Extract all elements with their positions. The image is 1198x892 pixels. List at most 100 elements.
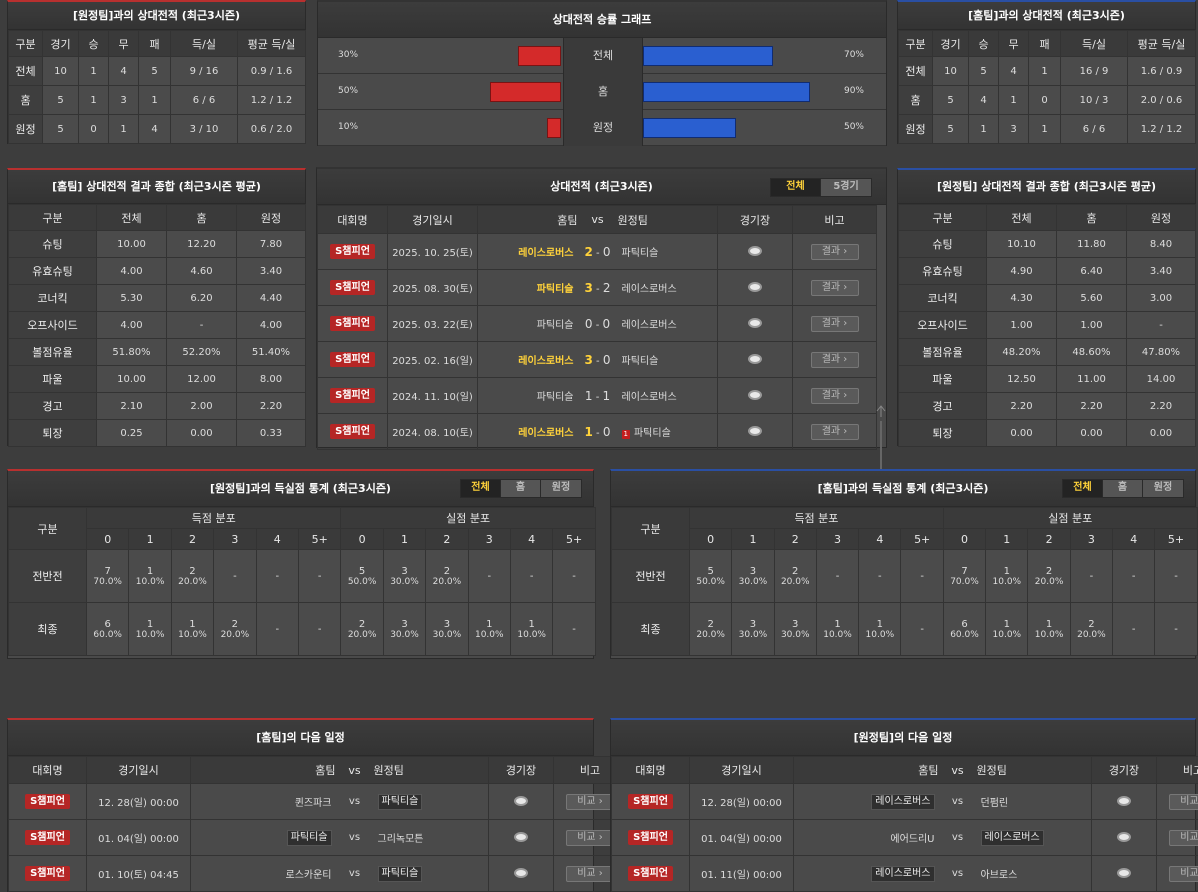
league-badge[interactable]: S챔피언: [628, 866, 673, 881]
stadium-icon[interactable]: [748, 390, 762, 400]
stadium-icon[interactable]: [514, 832, 528, 842]
away-team[interactable]: 레이스로버스: [621, 320, 677, 331]
league-badge[interactable]: S챔피언: [25, 794, 70, 809]
match-row[interactable]: S챔피언 2024. 11. 10(일) 파틱티슬 1 - 1 레이스로버스 결과 ›: [317, 377, 877, 414]
count: 2: [792, 565, 799, 577]
match-row[interactable]: S챔피언 2025. 10. 25(토) 레이스로버스 2 - 0 파틱티슬 결과 ›: [317, 233, 877, 270]
away-team[interactable]: 파틱티슬: [377, 865, 423, 882]
left-bar: [489, 82, 561, 102]
result-button[interactable]: 결과 ›: [810, 315, 859, 332]
tab-2[interactable]: 5경기: [821, 179, 871, 196]
home-team[interactable]: 레이스로버스: [477, 341, 578, 378]
home-team[interactable]: 퀸즈파크: [294, 798, 332, 809]
count: 3: [749, 565, 757, 577]
away-team[interactable]: 레이스로버스: [980, 829, 1044, 846]
league-badge[interactable]: S챔피언: [628, 830, 673, 845]
away-team[interactable]: 던펌린: [980, 798, 1009, 809]
away-team[interactable]: 파틱티슬: [633, 428, 671, 439]
stadium-icon[interactable]: [1117, 796, 1131, 806]
stadium-cell: [717, 305, 793, 342]
stadium-icon[interactable]: [748, 354, 762, 364]
home-team[interactable]: 에어드리U: [890, 834, 935, 845]
compare-button[interactable]: 비교 ›: [1169, 865, 1198, 882]
match-row[interactable]: S챔피언 2024. 08. 10(토) 레이스로버스 1 - 0 1 파틱티슬 결과 ›: [317, 413, 877, 450]
score-separator: -: [592, 247, 603, 259]
result-button[interactable]: 결과 ›: [810, 243, 859, 260]
stadium-icon[interactable]: [1117, 868, 1131, 878]
stadium-icon[interactable]: [514, 868, 528, 878]
match-row[interactable]: S챔피언 2025. 02. 16(일) 레이스로버스 3 - 0 파틱티슬 결과 ›: [317, 341, 877, 378]
league-badge[interactable]: S챔피언: [330, 244, 375, 259]
stadium-icon[interactable]: [748, 426, 762, 436]
result-button[interactable]: 결과 ›: [810, 351, 859, 368]
away-team[interactable]: 레이스로버스: [621, 392, 677, 403]
away-team[interactable]: 레이스로버스: [621, 284, 677, 295]
away-team[interactable]: 아브로스: [980, 870, 1018, 881]
table-row: 전반전 5 50.0% 3 30.0% 2 20.0% - - -7 70.0% 1 10.0% 2 20.…: [611, 549, 1198, 603]
compare-button[interactable]: 비교 ›: [1169, 793, 1198, 810]
compare-button[interactable]: 비교 ›: [566, 793, 614, 810]
tab-1[interactable]: 전체: [1063, 480, 1103, 497]
tab-2[interactable]: 홈: [501, 480, 541, 497]
match-row[interactable]: S챔피언 2025. 03. 22(토) 파틱티슬 0 - 0 레이스로버스 결과 ›: [317, 305, 877, 342]
stadium-icon[interactable]: [748, 282, 762, 292]
compare-button[interactable]: 비교 ›: [566, 865, 614, 882]
distribution-cell: 1 10.0%: [985, 602, 1029, 656]
league-badge[interactable]: S챔피언: [330, 424, 375, 439]
home-team[interactable]: 레이스로버스: [871, 865, 935, 882]
cell-value: 5.30: [96, 284, 167, 312]
home-team[interactable]: 파틱티슬: [477, 269, 578, 306]
league-badge[interactable]: S챔피언: [25, 866, 70, 881]
home-team[interactable]: 파틱티슬: [477, 305, 578, 342]
schedule-row[interactable]: S챔피언 12. 28(일) 00:00 퀸즈파크 vs 파틱티슬 비교 ›: [8, 783, 627, 820]
stadium-icon[interactable]: [748, 318, 762, 328]
away-team[interactable]: 파틱티슬: [377, 793, 423, 810]
stadium-icon[interactable]: [748, 246, 762, 256]
count: 1: [486, 618, 493, 630]
stadium-icon[interactable]: [1117, 832, 1131, 842]
compare-button[interactable]: 비교 ›: [566, 829, 614, 846]
home-team[interactable]: 로스카운티: [285, 870, 332, 881]
result-button[interactable]: 결과 ›: [810, 387, 859, 404]
distribution-cell: -: [1069, 549, 1114, 603]
percent: 50.0%: [696, 576, 725, 587]
league-badge[interactable]: S챔피언: [330, 316, 375, 331]
league-badge[interactable]: S챔피언: [330, 352, 375, 367]
home-team[interactable]: 레이스로버스: [871, 793, 935, 810]
result-button[interactable]: 결과 ›: [810, 279, 859, 296]
away-team[interactable]: 파틱티슬: [621, 248, 659, 259]
match-row[interactable]: S챔피언 2025. 08. 30(토) 파틱티슬 3 - 2 레이스로버스 결과 ›: [317, 269, 877, 306]
league-badge[interactable]: S챔피언: [628, 794, 673, 809]
away-team[interactable]: 파틱티슬: [621, 356, 659, 367]
tab-1[interactable]: 전체: [461, 480, 501, 497]
home-team[interactable]: 파틱티슬: [477, 377, 578, 414]
stadium-icon[interactable]: [514, 796, 528, 806]
schedule-row[interactable]: S챔피언 01. 04(일) 00:00 파틱티슬 vs 그리녹모튼 비교 ›: [8, 819, 627, 856]
schedule-row[interactable]: S챔피언 01. 10(토) 04:45 로스카운티 vs 파틱티슬 비교 ›: [8, 855, 627, 892]
tab-2[interactable]: 홈: [1103, 480, 1143, 497]
away-team[interactable]: 그리녹모튼: [377, 834, 424, 845]
column-header: 전체: [96, 204, 167, 231]
home-team[interactable]: 레이스로버스: [477, 233, 578, 270]
compare-button[interactable]: 비교 ›: [1169, 829, 1198, 846]
league-badge[interactable]: S챔피언: [330, 388, 375, 403]
tab-3[interactable]: 원정: [1143, 480, 1183, 497]
home-team[interactable]: 파틱티슬: [286, 829, 332, 846]
cell-value: 5: [932, 85, 969, 115]
away-score: 0: [602, 244, 611, 259]
column-header: 홈팀: [477, 205, 578, 234]
match-date: 2025. 10. 25(토): [387, 233, 478, 270]
left-percent: 50%: [338, 86, 359, 96]
league-badge[interactable]: S챔피언: [330, 280, 375, 295]
result-button[interactable]: 결과 ›: [810, 423, 859, 440]
home-team-cell: 레이스로버스: [793, 855, 939, 892]
row-label: 슈팅: [898, 230, 987, 258]
percent: 10.0%: [135, 576, 165, 587]
tab-1[interactable]: 전체: [771, 179, 821, 196]
tab-3[interactable]: 원정: [541, 480, 581, 497]
league-badge[interactable]: S챔피언: [25, 830, 70, 845]
home-team[interactable]: 레이스로버스: [477, 413, 578, 450]
